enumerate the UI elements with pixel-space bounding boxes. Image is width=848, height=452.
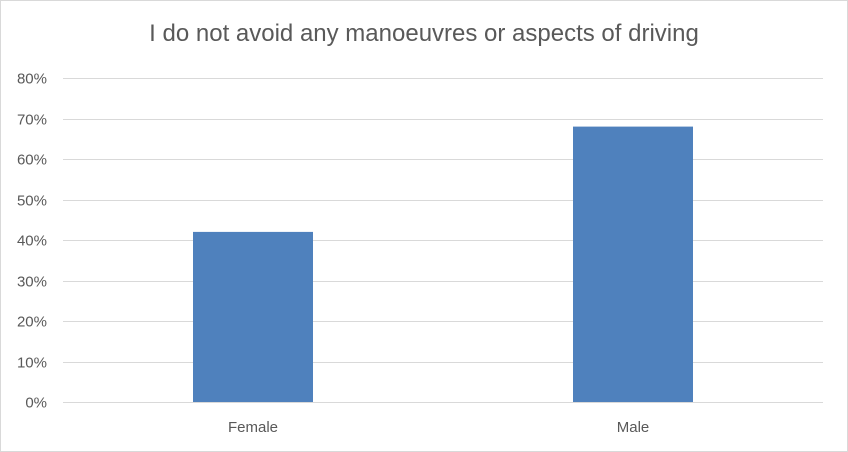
y-tick-label: 0% <box>25 395 47 412</box>
bar-female <box>193 231 313 402</box>
y-tick-label: 80% <box>17 71 47 88</box>
y-tick-label: 60% <box>17 152 47 169</box>
y-tick-label: 70% <box>17 112 47 129</box>
y-tick-label: 30% <box>17 274 47 291</box>
y-tick-label: 10% <box>17 355 47 372</box>
y-tick-label: 20% <box>17 314 47 331</box>
bar-male <box>573 126 693 402</box>
bars <box>193 126 693 402</box>
y-axis-ticks: 0% 10% 20% 30% 40% 50% 60% 70% 80% <box>17 71 47 412</box>
x-tick-label: Female <box>228 419 278 436</box>
x-tick-label: Male <box>617 419 650 436</box>
x-axis-ticks: Female Male <box>228 419 649 436</box>
y-tick-label: 50% <box>17 193 47 210</box>
gridlines <box>63 78 823 403</box>
y-tick-label: 40% <box>17 233 47 250</box>
chart-title: I do not avoid any manoeuvres or aspects… <box>149 20 699 47</box>
